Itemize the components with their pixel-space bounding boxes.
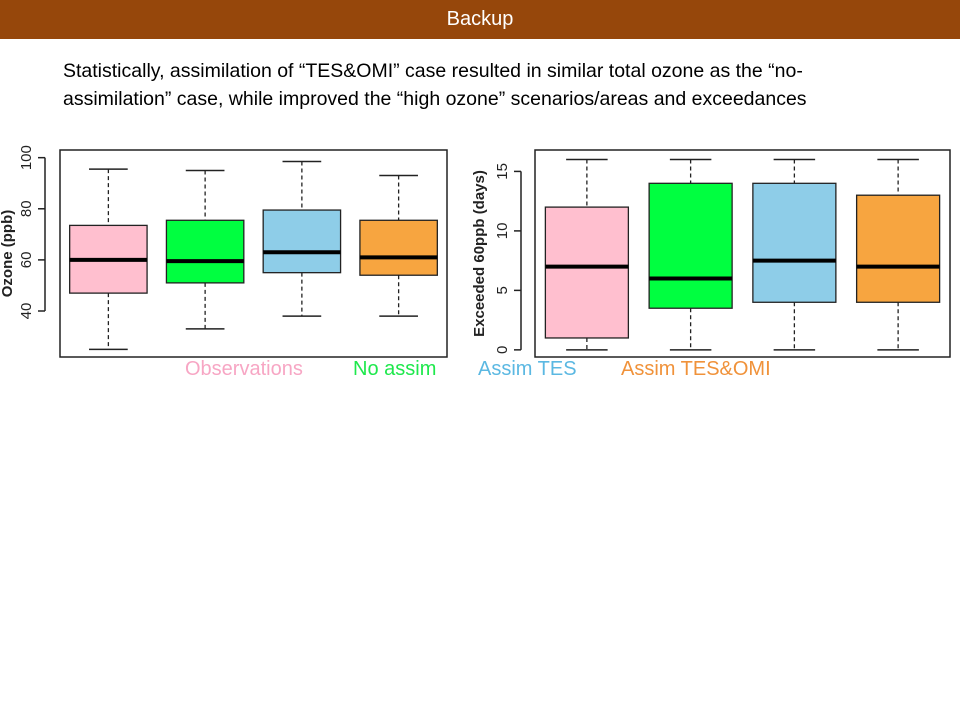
box-assim-tes	[752, 182, 837, 303]
header-banner: Backup	[0, 0, 960, 39]
legend-assim-tes-omi: Assim TES&OMI	[621, 358, 771, 380]
chart1-y-tick-label: 60	[18, 252, 35, 269]
chart2-y-tick-label: 0	[494, 346, 511, 354]
legend-observations: Observations	[185, 358, 303, 380]
ozone-boxplot-chart: 40 60 80 100 Ozone (ppb)	[0, 145, 448, 358]
description-text: Statistically, assimilation of “TES&OMI”…	[63, 60, 807, 110]
header-title: Backup	[446, 8, 514, 30]
chart2-y-tick-label: 15	[494, 163, 511, 180]
chart2-plot-frame	[534, 149, 951, 358]
box-assim-tes-omi	[855, 194, 941, 303]
chart2-y-tick-label: 10	[494, 223, 511, 240]
box-assim-tes-omi	[359, 219, 438, 276]
chart2-y-tick-label: 5	[494, 286, 511, 294]
chart2-y-axis-label: Exceeded 60ppb (days)	[471, 170, 488, 337]
chart1-y-axis-label: Ozone (ppb)	[0, 210, 16, 297]
chart1-y-tick-label: 80	[18, 200, 35, 217]
box-observations	[544, 206, 630, 339]
box-assim-tes	[262, 209, 342, 274]
legend-no-assim: No assim	[353, 358, 437, 380]
chart1-y-tick-label: 40	[18, 303, 35, 320]
chart1-plot-frame	[59, 149, 448, 358]
legend-assim-tes: Assim TES	[478, 358, 577, 380]
exceedance-boxplot-chart: 0 5 10 15 Exceeded 60ppb (days)	[471, 149, 951, 358]
chart1-y-tick-label: 100	[18, 145, 35, 170]
box-no-assim	[165, 219, 245, 284]
box-no-assim	[648, 182, 733, 309]
